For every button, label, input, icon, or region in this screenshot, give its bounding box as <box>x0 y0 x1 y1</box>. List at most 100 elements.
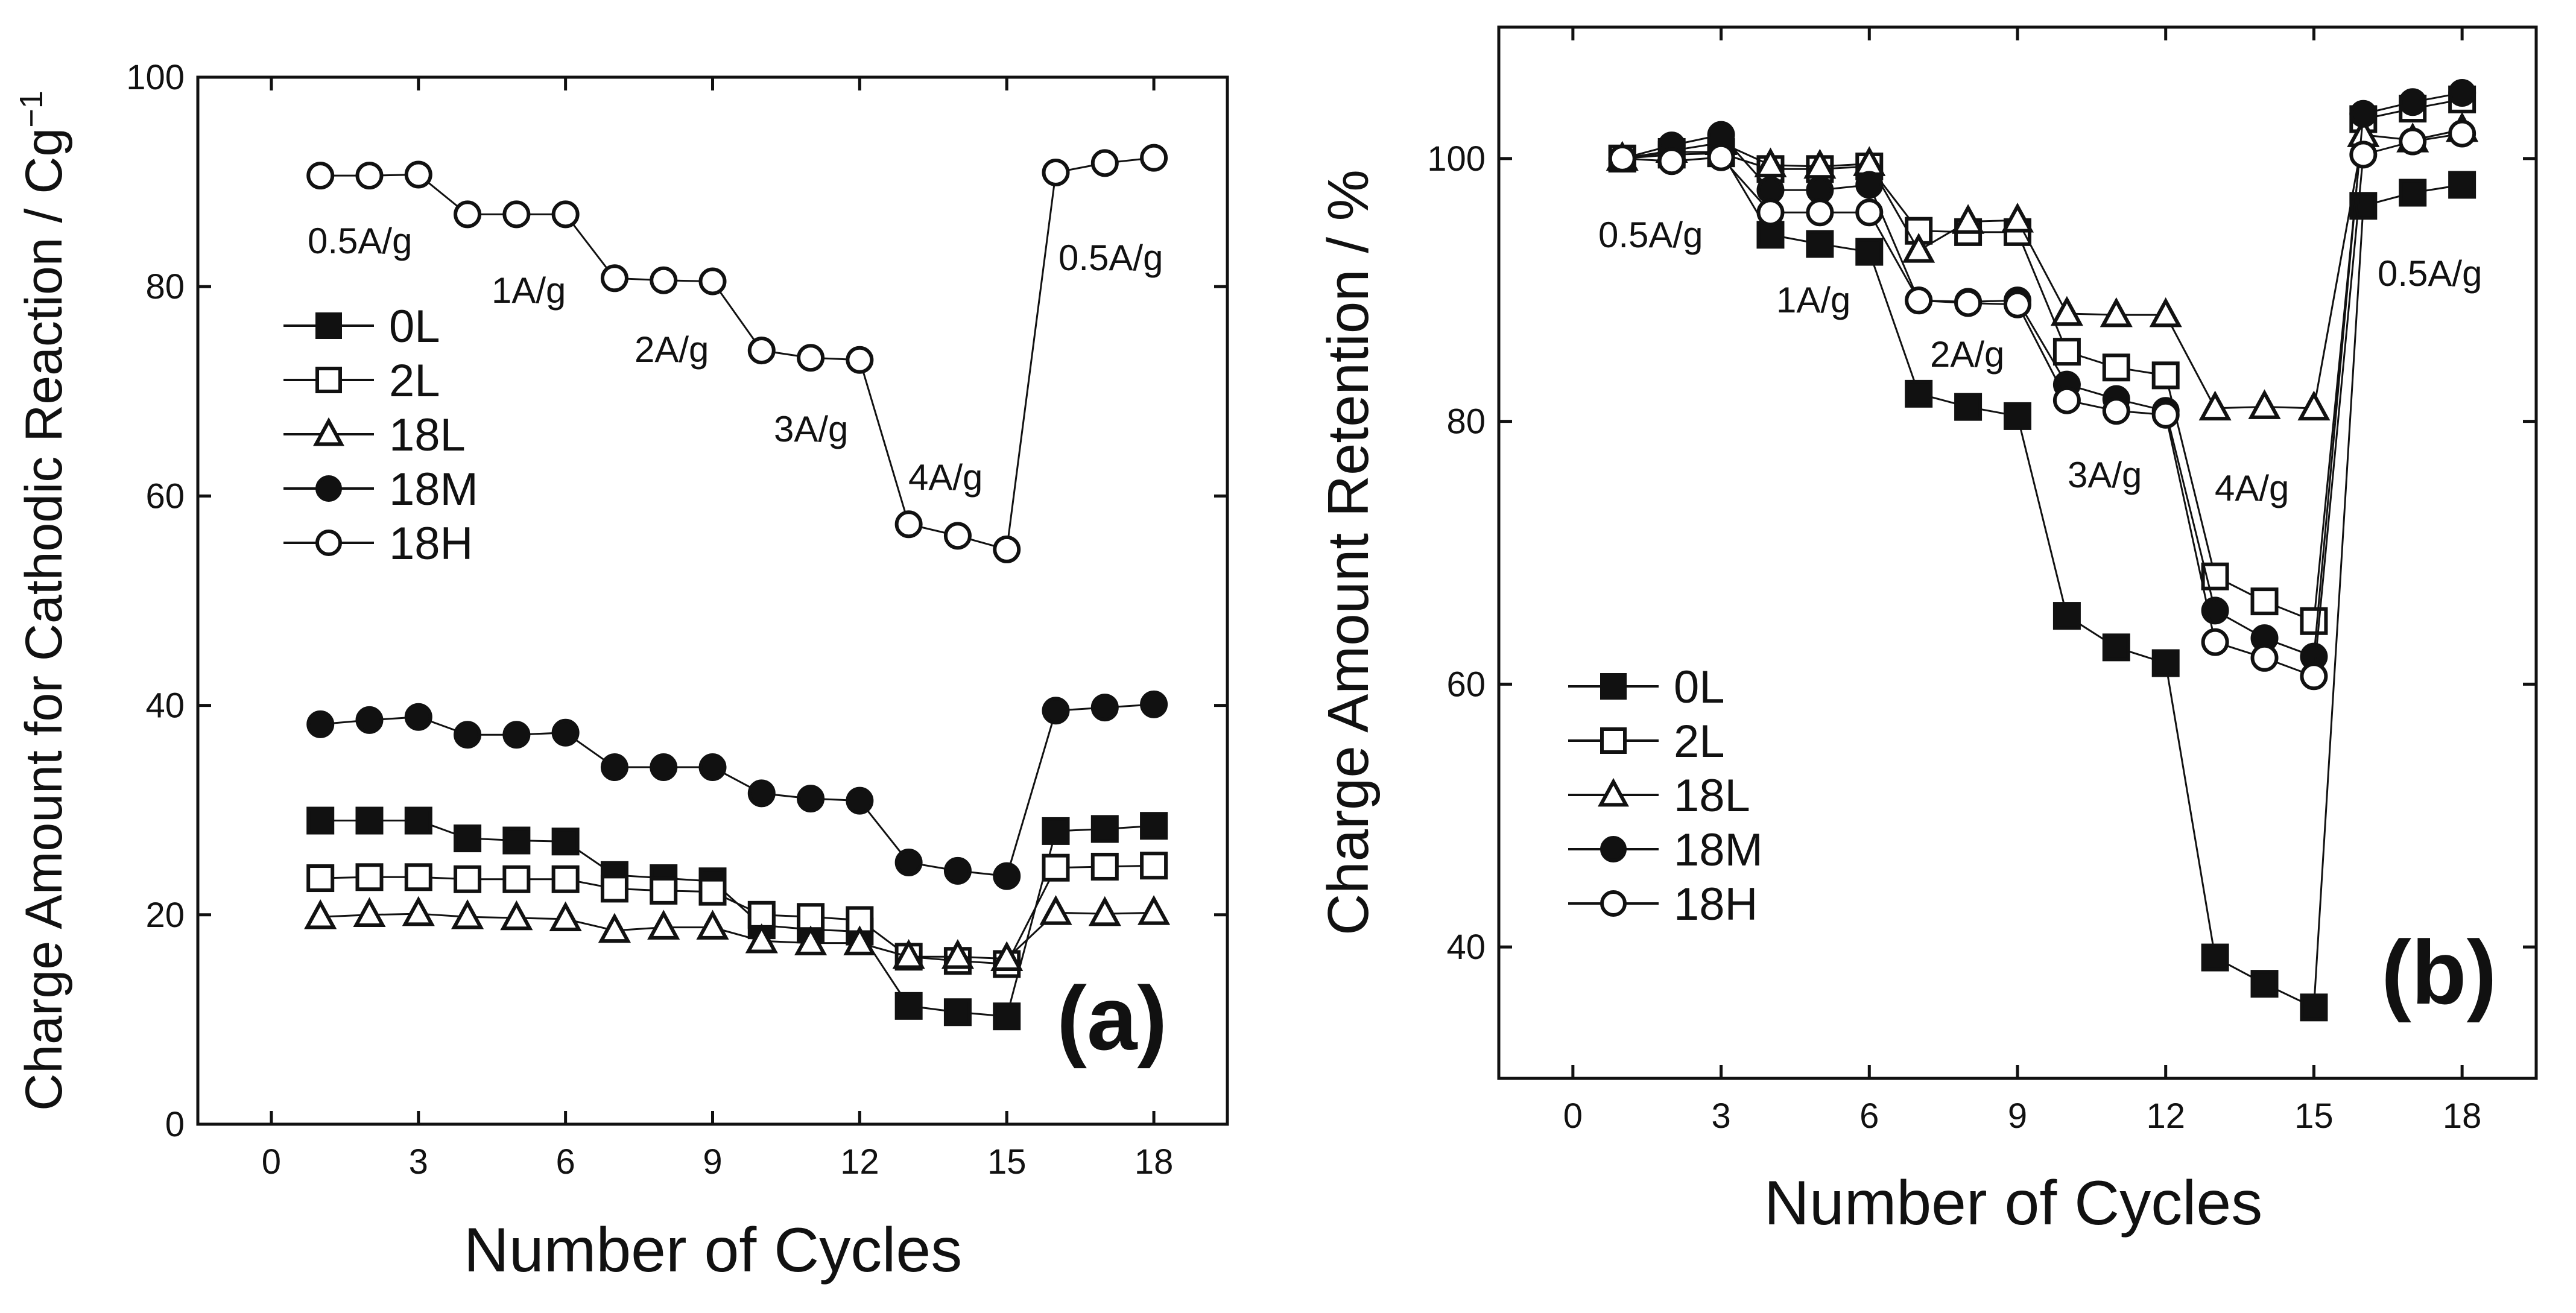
legend-marker <box>315 312 342 339</box>
data-point <box>404 863 432 891</box>
series-18H <box>306 144 1168 563</box>
rate-annotation: 2A/g <box>1930 334 2004 375</box>
data-point <box>2448 171 2476 199</box>
data-point <box>500 900 533 931</box>
legend-label: 18H <box>1674 879 1758 930</box>
data-point <box>404 806 432 835</box>
data-point <box>650 876 678 905</box>
series-line <box>1622 128 2463 410</box>
data-point <box>1756 221 1785 249</box>
data-point <box>1042 817 1070 845</box>
legend-entry: 2L <box>1568 716 1725 767</box>
legend-marker <box>313 417 344 446</box>
data-point <box>1707 143 1735 171</box>
legend-entry: 18L <box>283 410 466 461</box>
data-point <box>1088 896 1121 926</box>
data-point <box>2151 400 2180 429</box>
data-point <box>355 162 384 190</box>
data-point <box>747 779 776 808</box>
series-0L <box>306 806 1168 1031</box>
x-tick-label: 18 <box>1135 1142 1174 1182</box>
legend-marker <box>1600 836 1627 862</box>
x-tick-label: 18 <box>2443 1096 2482 1136</box>
y-axis-label-b: Charge Amount Retention / % <box>1316 169 1381 935</box>
series-group-a <box>304 144 1171 1031</box>
data-point <box>698 267 727 296</box>
series-18H <box>1608 119 2476 691</box>
rate-annotation: 4A/g <box>908 457 983 498</box>
data-point <box>698 878 727 906</box>
data-point <box>894 510 923 539</box>
data-point <box>2149 297 2182 327</box>
data-point <box>600 753 628 782</box>
y-tick-label: 40 <box>1446 928 1486 967</box>
data-point <box>993 862 1021 890</box>
y-axis-label-a-sup: −1 <box>13 90 49 128</box>
data-point <box>1806 198 1834 227</box>
tick-labels-a: 0 3 6 9 12 15 18 0 20 40 60 80 100 <box>126 58 1173 1182</box>
data-point <box>797 344 825 372</box>
plot-frame-b <box>1497 25 2538 1080</box>
data-point <box>1140 144 1168 172</box>
data-point <box>993 1002 1021 1031</box>
data-point <box>650 266 678 294</box>
data-point <box>1608 144 1636 172</box>
data-point <box>2102 397 2130 425</box>
data-point <box>2297 390 2331 421</box>
data-point <box>2052 386 2081 414</box>
data-point <box>794 925 828 955</box>
data-point <box>1090 694 1119 722</box>
series-group-b <box>1606 78 2479 1022</box>
x-tick-label: 6 <box>556 1142 575 1182</box>
data-point <box>1042 158 1070 186</box>
data-point <box>551 827 580 856</box>
data-point <box>1090 149 1119 177</box>
data-point <box>943 522 972 550</box>
x-tick-label: 9 <box>703 1142 722 1182</box>
data-point <box>454 824 482 853</box>
x-tick-label: 15 <box>2294 1096 2334 1136</box>
x-axis-label-a: Number of Cycles <box>464 1215 962 1285</box>
data-point <box>892 938 925 969</box>
rate-annotation: 0.5A/g <box>1598 215 1703 255</box>
series-line <box>1622 92 2463 658</box>
legend-entry: 18H <box>283 518 473 569</box>
data-point <box>551 200 580 229</box>
tick-labels-b: 0 3 6 9 12 15 18 40 60 80 100 <box>1427 139 2481 1136</box>
data-point <box>2349 100 2378 128</box>
legend-label: 18H <box>389 518 473 569</box>
legend-label: 18M <box>389 464 478 515</box>
data-point <box>1090 815 1119 843</box>
x-tick-label: 12 <box>840 1142 879 1182</box>
panel-label-a: (a) <box>1057 967 1167 1069</box>
data-point <box>993 535 1021 563</box>
series-18M <box>306 690 1168 890</box>
data-point <box>502 200 531 229</box>
legend-entry: 18M <box>1568 824 1763 876</box>
data-point <box>1138 895 1171 925</box>
data-point <box>1855 171 1884 199</box>
data-point <box>698 753 727 782</box>
y-axis-label-a-text: Charge Amount for Cathodic Reaction / Cg <box>15 128 73 1111</box>
data-point <box>2300 993 2328 1022</box>
data-point <box>1754 147 1787 178</box>
y-tick-label: 80 <box>1446 402 1486 441</box>
data-point <box>745 923 778 954</box>
rate-annotation: 1A/g <box>492 270 566 311</box>
y-tick-label: 100 <box>1427 139 1486 179</box>
data-point <box>2250 970 2279 998</box>
data-point <box>894 992 923 1020</box>
series-18L <box>304 895 1171 971</box>
rate-annotation: 3A/g <box>774 409 848 449</box>
legend-label: 18M <box>1674 824 1763 876</box>
y-tick-label: 60 <box>1446 665 1486 704</box>
data-point <box>600 875 628 903</box>
data-point <box>1855 198 1884 227</box>
data-point <box>2448 78 2476 107</box>
x-axis-label-b: Number of Cycles <box>1764 1168 2262 1238</box>
panel-label-b: (b) <box>2381 922 2497 1023</box>
legend-entry: 2L <box>283 355 440 407</box>
